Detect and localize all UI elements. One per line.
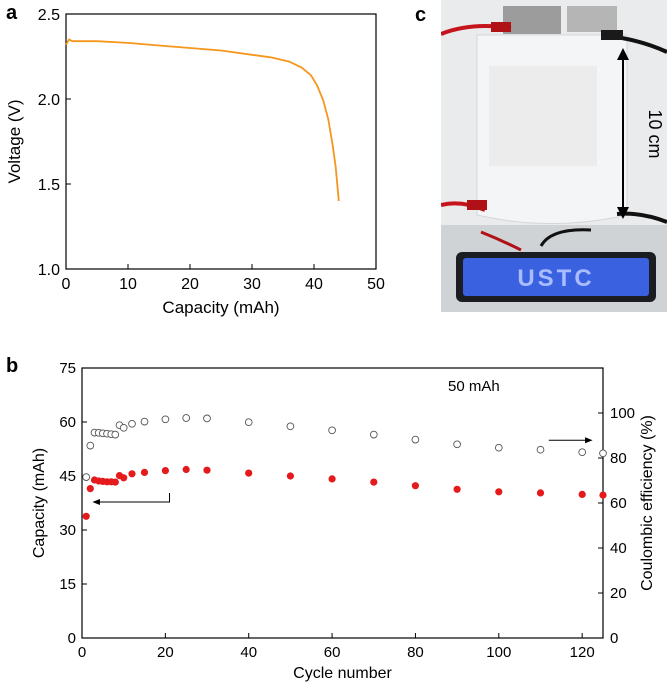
efficiency-point	[244, 418, 253, 427]
capacity-point	[111, 478, 119, 486]
panel-label-c: c	[415, 4, 427, 26]
efficiency-point	[286, 422, 295, 431]
black-clip-top	[601, 30, 623, 40]
panel-label-a: a	[6, 2, 18, 24]
voltage-capacity-chart: 0 10 20 30 40 50 1.0 1.5 2.0 2.5 Capacity (mAh) Vol…	[5, 7, 385, 317]
efficiency-point	[453, 440, 461, 449]
led-badge-text: USTC	[517, 265, 594, 292]
device-photo: 10 cm USTC	[441, 0, 667, 312]
efficiency-point	[578, 448, 587, 457]
efficiency-point	[328, 426, 336, 435]
efficiency-point	[82, 473, 91, 481]
efficiency-point	[140, 417, 149, 426]
led-wire-red	[480, 230, 522, 252]
y-tick-label-left: 0	[68, 630, 76, 647]
y-tick-label-right: 100	[610, 405, 635, 422]
capacity-point	[140, 468, 149, 476]
left-axis-arrow-line	[96, 492, 171, 503]
led-badge-screen	[463, 258, 649, 296]
y-tick-label: 2.5	[38, 7, 60, 24]
x-tick-label: 0	[78, 644, 86, 661]
capacity-point	[203, 466, 211, 474]
right-axis-arrow-head	[585, 437, 593, 444]
capacity-point	[82, 512, 90, 520]
capacity-point	[120, 474, 128, 482]
x-axis-label: Capacity (mAh)	[162, 298, 279, 317]
capacity-point	[182, 465, 190, 474]
efficiency-point	[203, 414, 211, 423]
plot-frame	[65, 13, 377, 270]
efficiency-point	[411, 435, 420, 444]
x-tick-label: 40	[240, 644, 257, 661]
y-axis-label-left: Capacity (mAh)	[31, 448, 48, 558]
capacity-point	[411, 482, 419, 490]
plot-frame	[81, 367, 604, 639]
top-foil-left	[503, 6, 561, 34]
capacity-point	[128, 470, 136, 478]
efficiency-point	[536, 445, 545, 454]
height-arrow-top	[617, 48, 629, 60]
capacity-point	[495, 488, 503, 496]
capacity-point	[370, 478, 378, 486]
x-tick-label: 40	[305, 276, 323, 293]
left-axis-arrow-head	[92, 498, 100, 505]
capacity-point	[86, 485, 94, 493]
capacity-point	[578, 490, 586, 498]
cylinder-label-patch	[489, 66, 597, 166]
height-label: 10 cm	[645, 109, 665, 158]
capacity-point	[286, 472, 294, 480]
x-axis-label: Cycle number	[293, 665, 392, 682]
capacity-point	[453, 485, 461, 493]
y-tick-label: 1.5	[38, 177, 60, 194]
y-tick-label-left: 45	[59, 468, 76, 485]
efficiency-point	[494, 443, 503, 452]
capacity-point	[536, 489, 545, 497]
y-tick-label-right: 60	[610, 495, 627, 512]
y-tick-label-left: 15	[59, 576, 76, 593]
x-tick-label: 30	[243, 276, 261, 293]
capacity-point	[161, 467, 169, 475]
y-tick-label: 2.0	[38, 92, 60, 109]
capacity-point	[599, 491, 607, 499]
led-wire-black	[539, 228, 592, 247]
efficiency-point	[111, 430, 120, 439]
y-tick-label: 1.0	[38, 262, 60, 279]
efficiency-point	[369, 430, 378, 439]
x-tick-label: 20	[157, 644, 174, 661]
x-tick-label: 0	[62, 276, 71, 293]
voltage-curve	[65, 38, 340, 202]
capacity-point	[245, 469, 253, 477]
y-axis-label-right: Coulombic efficiency (%)	[639, 415, 656, 591]
x-tick-label: 100	[486, 644, 511, 661]
x-tick-label: 20	[181, 276, 199, 293]
efficiency-point	[128, 419, 136, 428]
efficiency-point	[119, 423, 128, 432]
y-tick-label-right: 80	[610, 450, 627, 467]
efficiency-point	[182, 414, 191, 422]
top-foil-right	[567, 6, 617, 32]
efficiency-point	[86, 441, 95, 450]
x-tick-label: 80	[407, 644, 424, 661]
device-photo-drawing: 10 cm USTC	[441, 0, 667, 312]
y-tick-label-left: 60	[59, 414, 76, 431]
red-clip-bottom	[467, 200, 487, 210]
height-arrow-bottom	[617, 207, 629, 219]
capacity-point	[328, 475, 336, 483]
y-tick-label-right: 40	[610, 540, 627, 557]
x-tick-label: 10	[119, 276, 137, 293]
y-tick-label-right: 0	[610, 630, 618, 647]
red-clip-top	[491, 22, 511, 32]
capacity-annotation: 50 mAh	[448, 378, 500, 395]
efficiency-point	[161, 415, 170, 424]
panel-label-b: b	[6, 355, 19, 377]
y-tick-label-left: 30	[59, 522, 76, 539]
x-tick-label: 120	[570, 644, 595, 661]
cycling-chart: 0 20 40 60 80 100 120 0 15 30 45 60 75 0 20 40 60 80 100 Cy…	[31, 360, 656, 682]
x-tick-label: 60	[324, 644, 341, 661]
x-tick-label: 50	[367, 276, 385, 293]
y-axis-label: Voltage (V)	[5, 99, 24, 183]
y-tick-label-right: 20	[610, 585, 627, 602]
efficiency-point	[599, 449, 607, 458]
y-tick-label-left: 75	[59, 360, 76, 377]
